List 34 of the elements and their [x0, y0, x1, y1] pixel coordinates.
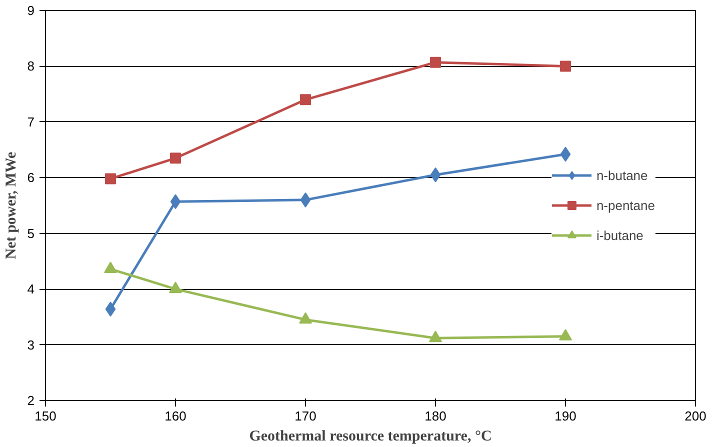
point	[299, 312, 312, 324]
y-tick-label: 3	[27, 337, 35, 352]
point	[300, 94, 311, 106]
point	[560, 60, 571, 72]
point	[429, 330, 442, 342]
point	[169, 282, 182, 294]
legend-label: i-butane	[596, 228, 644, 242]
legend-label: n-pentane	[596, 198, 655, 212]
x-tick-label: 160	[164, 408, 186, 424]
legend-label: n-butane	[596, 168, 648, 182]
y-tick-label: 6	[27, 170, 35, 186]
y-tick-label: 9	[27, 3, 35, 18]
y-tick-label: 4	[27, 282, 35, 297]
point	[170, 194, 181, 210]
y-tick-label: 2	[27, 393, 35, 408]
point	[170, 152, 181, 164]
point	[105, 173, 116, 184]
point	[104, 262, 117, 273]
y-axis-title: Net power, MWe	[3, 151, 20, 260]
x-tick-label: 150	[34, 408, 56, 424]
point	[105, 302, 116, 317]
point	[559, 329, 572, 340]
point	[430, 167, 441, 182]
y-tick-label: 5	[27, 226, 35, 241]
point	[430, 56, 441, 68]
y-tick-label: 8	[27, 58, 35, 74]
y-tick-label: 7	[27, 114, 35, 130]
x-tick-label: 170	[294, 408, 316, 424]
x-tick-label: 200	[684, 408, 706, 424]
x-tick-label: 180	[424, 408, 446, 424]
point	[560, 146, 571, 162]
point	[300, 192, 311, 208]
x-tick-label: 190	[554, 408, 576, 424]
x-axis-title: Geothermal resource temperature, °C	[249, 428, 492, 444]
